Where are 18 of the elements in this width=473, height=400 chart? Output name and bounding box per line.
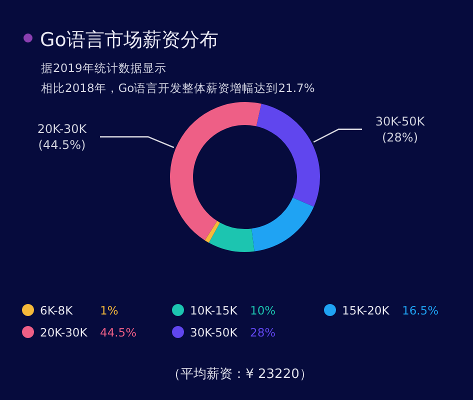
text: (28%) bbox=[382, 130, 418, 144]
legend-label: 15K-20K bbox=[342, 304, 390, 318]
data-label: 44.5% bbox=[100, 326, 137, 340]
legend-label: 20K-30K bbox=[40, 326, 88, 340]
legend-label: 6K-8K bbox=[40, 304, 74, 318]
data-label: 28% bbox=[250, 326, 276, 340]
chart-title: Go语言市场薪资分布 bbox=[40, 29, 218, 51]
text: 相比2018年，Go语言开发整体薪资增幅达到21.7% bbox=[41, 81, 315, 95]
slice-label: 20K-30K bbox=[37, 122, 88, 136]
data-label: 16.5% bbox=[402, 304, 439, 318]
text: （平均薪资：¥ 23220） bbox=[168, 367, 312, 382]
legend-label: 30K-50K bbox=[190, 326, 238, 340]
data-label: 10% bbox=[250, 304, 276, 318]
slice-label: 30K-50K bbox=[375, 114, 426, 128]
text: (44.5%) bbox=[38, 138, 86, 152]
data-label: 1% bbox=[100, 304, 118, 318]
chart-subtitle: 据2019年统计数据显示 bbox=[41, 61, 166, 75]
legend-label: 10K-15K bbox=[190, 304, 238, 318]
